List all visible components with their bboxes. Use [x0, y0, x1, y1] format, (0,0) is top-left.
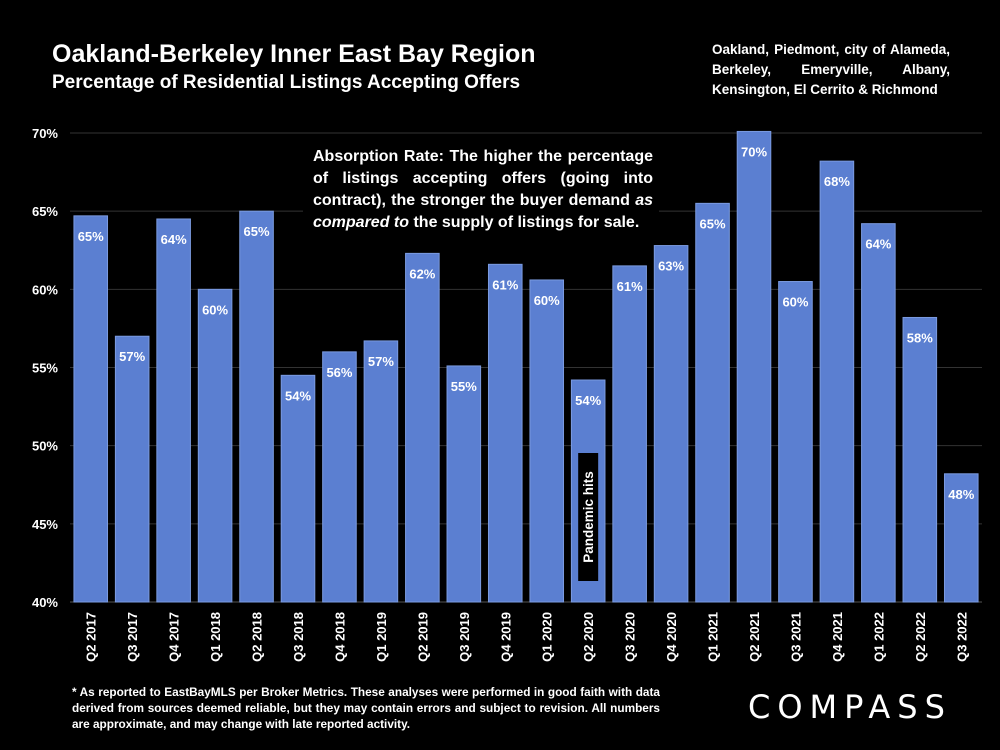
data-label: 65% — [700, 216, 726, 231]
bar — [405, 252, 440, 603]
x-tick-label: Q1 2021 — [706, 612, 721, 662]
x-tick-label: Q4 2017 — [167, 612, 182, 662]
data-label: 63% — [658, 259, 684, 274]
x-tick-label: Q3 2017 — [125, 612, 140, 662]
data-label: 54% — [285, 388, 311, 403]
x-tick-label: Q3 2019 — [457, 612, 472, 662]
data-label: 60% — [782, 295, 808, 310]
data-label: 62% — [409, 266, 435, 281]
x-tick-label: Q1 2020 — [540, 612, 555, 662]
data-label: 56% — [326, 365, 352, 380]
compass-logo: COMPASS — [748, 688, 952, 726]
bar — [736, 130, 772, 603]
bar — [156, 218, 191, 603]
data-label: 65% — [78, 229, 104, 244]
x-tick-label: Q3 2018 — [291, 612, 306, 662]
y-tick-label: 45% — [32, 517, 58, 532]
data-label: 65% — [244, 224, 270, 239]
bar — [73, 215, 109, 603]
bar — [280, 374, 316, 603]
callout-text: Absorption Rate: The higher the percenta… — [313, 148, 653, 209]
y-tick-label: 70% — [32, 126, 58, 141]
data-label: 57% — [119, 349, 145, 364]
bar — [943, 473, 979, 603]
callout-emphasis: as compared to — [313, 192, 653, 231]
x-tick-label: Q2 2021 — [747, 612, 762, 662]
x-tick-label: Q4 2018 — [332, 612, 347, 662]
x-tick-label: Q3 2020 — [623, 612, 638, 662]
y-tick-label: 55% — [32, 361, 58, 376]
footnote: * As reported to EastBayMLS per Broker M… — [72, 685, 660, 731]
data-label: 70% — [741, 144, 767, 159]
x-tick-label: Q4 2021 — [830, 612, 845, 662]
y-tick-label: 40% — [32, 595, 58, 610]
bar — [529, 279, 565, 603]
bar — [902, 316, 938, 603]
data-label: 68% — [824, 174, 850, 189]
data-label: 58% — [907, 330, 933, 345]
y-tick-label: 65% — [32, 204, 58, 219]
bar — [861, 223, 896, 603]
data-label: 60% — [534, 293, 560, 308]
x-tick-label: Q2 2017 — [84, 612, 99, 662]
bar — [819, 160, 855, 603]
region-note-line: Berkeley, Emeryville, Albany, — [712, 62, 950, 77]
bar — [612, 265, 647, 603]
chart-title: Oakland-Berkeley Inner East Bay Region — [52, 40, 536, 68]
bar — [695, 202, 730, 603]
region-note-line: Oakland, Piedmont, city of Alameda, — [712, 42, 950, 57]
pandemic-annotation: Pandemic hits — [581, 471, 596, 563]
data-label: 55% — [451, 379, 477, 394]
y-tick-label: 60% — [32, 282, 58, 297]
bar — [322, 351, 357, 603]
bar — [487, 263, 523, 603]
callout-text-end: the supply of listings for sale. — [409, 214, 640, 231]
bar — [197, 288, 233, 603]
x-tick-label: Q4 2020 — [664, 612, 679, 662]
x-tick-label: Q2 2022 — [913, 612, 928, 662]
bar — [239, 210, 274, 603]
x-tick-label: Q2 2018 — [250, 612, 265, 662]
x-tick-label: Q2 2020 — [581, 612, 596, 662]
data-label: 57% — [368, 354, 394, 369]
bar — [114, 335, 150, 603]
data-label: 64% — [865, 237, 891, 252]
bar — [778, 281, 813, 603]
region-note-line: Kensington, El Cerrito & Richmond — [712, 82, 938, 97]
data-label: 61% — [617, 279, 643, 294]
data-label: 61% — [492, 277, 518, 292]
x-tick-label: Q2 2019 — [415, 612, 430, 662]
x-tick-label: Q3 2021 — [788, 612, 803, 662]
absorption-rate-callout: Absorption Rate: The higher the percenta… — [303, 140, 659, 240]
bar — [653, 245, 689, 603]
data-label: 64% — [161, 232, 187, 247]
region-note: Oakland, Piedmont, city of Alameda, Berk… — [712, 40, 950, 100]
x-tick-label: Q3 2022 — [954, 612, 969, 662]
chart-subtitle: Percentage of Residential Listings Accep… — [52, 72, 521, 93]
data-label: 54% — [575, 393, 601, 408]
x-tick-label: Q1 2022 — [871, 612, 886, 662]
data-label: 60% — [202, 302, 228, 317]
data-label: 48% — [948, 487, 974, 502]
bar — [363, 340, 399, 603]
y-tick-label: 50% — [32, 439, 58, 454]
x-tick-label: Q1 2018 — [208, 612, 223, 662]
annotation-background — [578, 453, 599, 581]
bar — [446, 365, 482, 603]
x-tick-label: Q1 2019 — [374, 612, 389, 662]
x-tick-label: Q4 2019 — [498, 612, 513, 662]
